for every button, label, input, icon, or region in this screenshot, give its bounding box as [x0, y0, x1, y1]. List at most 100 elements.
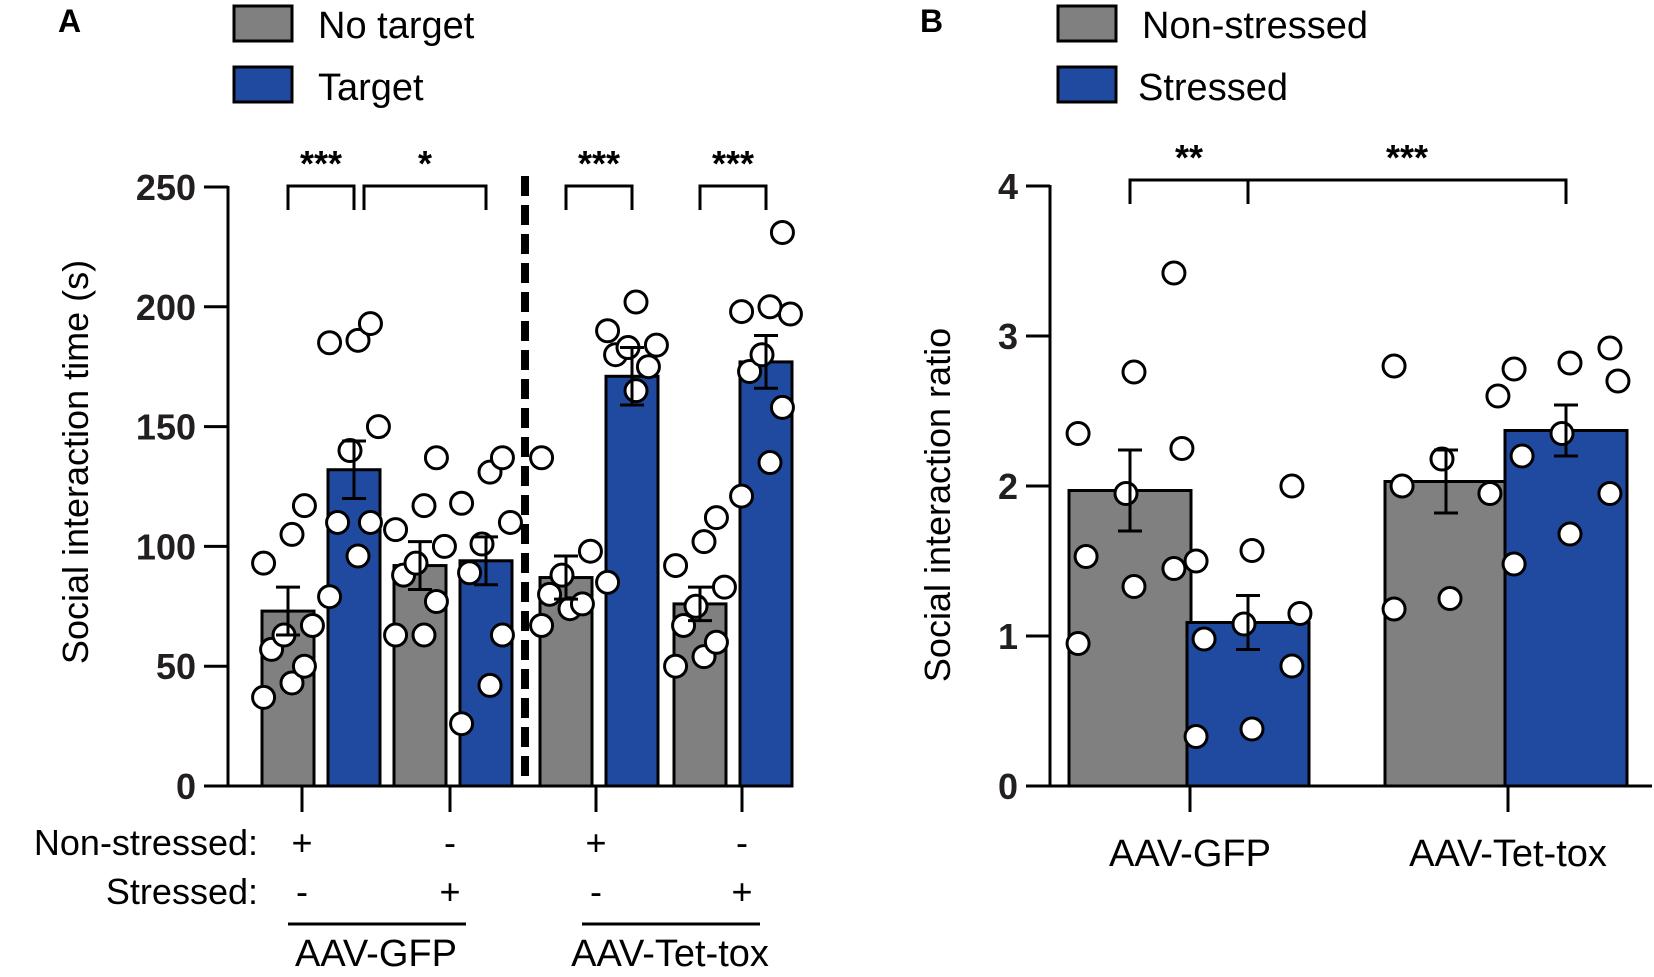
legend-b-non-stressed-swatch [1056, 4, 1118, 43]
point-b-1-4 [1231, 611, 1257, 637]
group-label-a-aav-gfp: AAV-GFP [295, 933, 457, 975]
point-a-0-8 [291, 493, 317, 519]
point-a-0-2 [291, 653, 317, 679]
row-label-stressed: Stressed: [106, 871, 258, 912]
point-a-3-6 [449, 490, 475, 516]
sign-nonstressed-3: + [585, 822, 606, 863]
legend-b-non-stressed-label: Non-stressed [1142, 5, 1368, 47]
sign-nonstressed-4: - [736, 822, 748, 863]
significance-a: *** * *** *** [286, 143, 768, 210]
point-b-0-4 [1113, 481, 1139, 506]
point-b-3-0 [1501, 551, 1527, 577]
point-a-1-1 [345, 543, 371, 569]
point-a-4-6 [529, 445, 555, 471]
point-b-1-3 [1191, 626, 1217, 652]
point-b-1-5 [1287, 601, 1313, 626]
bar-a-3 [458, 559, 514, 788]
point-a-1-6 [317, 330, 343, 356]
point-a-5-0 [595, 569, 621, 595]
point-a-2-5 [431, 533, 457, 559]
point-a-2-7 [411, 493, 437, 519]
legend-a-target-swatch [232, 65, 294, 104]
points-a [251, 220, 803, 737]
sig-bracket-a-1 [362, 184, 488, 210]
x-label-b-aav-gfp: AAV-GFP [1109, 833, 1271, 875]
point-b-2-0 [1381, 596, 1407, 622]
point-b-0-1 [1121, 574, 1147, 599]
point-b-2-3 [1389, 473, 1415, 499]
y-tick-label-b-3: 3 [998, 316, 1018, 357]
sign-nonstressed-1: + [291, 822, 312, 863]
point-a-2-4 [403, 550, 429, 576]
point-a-4-5 [577, 538, 603, 564]
y-axis-b: 0 1 2 3 4 [998, 166, 1052, 807]
point-b-0-2 [1161, 556, 1187, 581]
point-b-2-2 [1477, 481, 1503, 506]
panel-b-letter: B [920, 3, 943, 39]
y-tick-label-b-1: 1 [998, 616, 1018, 657]
significance-b: ** *** [1128, 137, 1568, 204]
panel-a: A No target Target Social interaction ti… [34, 3, 803, 975]
point-b-2-6 [1381, 353, 1407, 379]
point-a-5-7 [623, 289, 649, 315]
point-a-6-6 [663, 553, 689, 579]
sig-label-b-1: *** [1386, 137, 1428, 178]
sig-bracket-a-3 [698, 184, 768, 210]
point-b-0-0 [1065, 631, 1091, 656]
sig-label-a-0: *** [300, 143, 342, 184]
y-axis-label-b: Social interaction ratio [917, 328, 958, 682]
point-a-5-1 [623, 378, 649, 404]
point-b-1-2 [1279, 653, 1305, 679]
point-a-7-5 [777, 301, 803, 327]
point-b-0-8 [1161, 260, 1187, 286]
y-axis-label-a: Social interaction time (s) [55, 260, 96, 664]
point-a-7-6 [729, 299, 755, 325]
sign-nonstressed-2: - [444, 822, 456, 863]
sign-stressed-4: + [731, 871, 752, 912]
point-a-6-2 [703, 629, 729, 655]
point-a-1-2 [357, 509, 383, 535]
point-a-6-4 [683, 593, 709, 619]
point-a-5-2 [635, 354, 661, 380]
point-a-7-2 [769, 394, 795, 420]
point-a-1-7 [345, 327, 371, 353]
sign-stressed-2: + [439, 871, 460, 912]
point-b-0-7 [1121, 359, 1147, 385]
point-a-0-5 [299, 612, 325, 638]
legend-b-stressed-swatch [1056, 65, 1118, 104]
point-b-3-1 [1557, 521, 1583, 547]
y-tick-label-a-3: 150 [136, 407, 196, 448]
point-a-0-0 [251, 684, 277, 710]
point-a-1-0 [317, 584, 343, 610]
legend-a-no-target-swatch [232, 4, 294, 43]
sig-label-a-3: *** [712, 143, 754, 184]
point-a-2-6 [383, 517, 409, 543]
point-a-1-5 [365, 414, 391, 440]
point-a-2-2 [423, 589, 449, 615]
panel-b: B Non-stressed Stressed Social interacti… [917, 3, 1652, 875]
error-bars-a [276, 334, 778, 637]
point-b-1-7 [1239, 538, 1265, 563]
point-a-7-3 [737, 358, 763, 384]
point-a-1-4 [337, 438, 363, 464]
point-a-4-0 [529, 612, 555, 638]
point-a-6-5 [711, 574, 737, 600]
point-a-3-1 [477, 672, 503, 698]
y-tick-label-b-0: 0 [998, 766, 1018, 807]
point-b-1-1 [1239, 716, 1265, 742]
panel-a-letter: A [58, 3, 81, 39]
sig-label-a-1: * [418, 143, 432, 184]
sig-bracket-a-2 [564, 184, 634, 210]
point-b-3-7 [1557, 350, 1583, 376]
point-a-2-1 [411, 622, 437, 648]
point-a-4-2 [569, 591, 595, 617]
point-b-1-8 [1279, 473, 1305, 499]
bar-a-7 [738, 360, 794, 788]
point-a-3-0 [449, 711, 475, 737]
point-b-2-5 [1485, 383, 1511, 409]
point-a-6-0 [663, 653, 689, 679]
legend-b-stressed-label: Stressed [1138, 67, 1288, 109]
point-a-7-4 [749, 342, 775, 368]
legend-a-target-label: Target [318, 67, 424, 109]
sig-label-a-2: *** [578, 143, 620, 184]
